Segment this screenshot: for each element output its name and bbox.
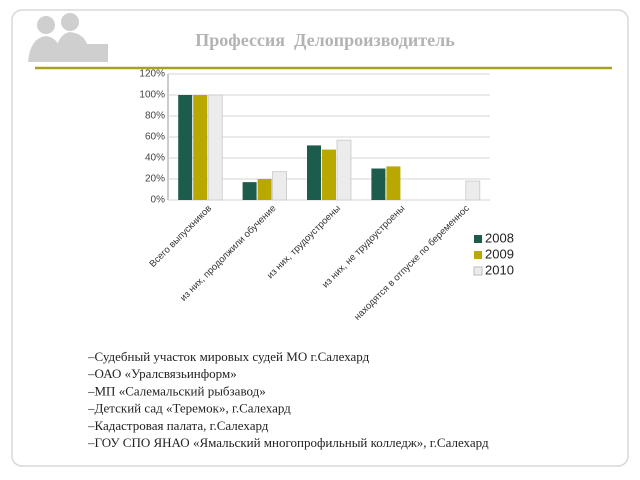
- x-tick-label: находятся в отпуске по беременнос: [352, 203, 472, 323]
- bar: [207, 94, 223, 201]
- bar: [322, 149, 336, 200]
- people-icon: [28, 13, 108, 62]
- legend-swatch: [474, 235, 482, 243]
- list-item: –ГОУ СПО ЯНАО «Ямальский многопрофильный…: [87, 435, 489, 450]
- y-tick-label: 20%: [145, 174, 165, 185]
- bar: [465, 180, 481, 201]
- y-tick-label: 60%: [145, 132, 165, 143]
- legend-swatch: [473, 266, 483, 276]
- y-tick-label: 0%: [151, 195, 166, 206]
- x-tick-label: из них, трудоустроены: [265, 203, 343, 281]
- y-tick-label: 40%: [145, 153, 165, 164]
- legend-label: 2010: [485, 262, 514, 277]
- list-item: –МП «Салемальский рыбзавод»: [87, 383, 266, 398]
- bar: [371, 168, 386, 200]
- y-tick-label: 100%: [139, 90, 165, 101]
- slide-title: Профессия Делопроизводитель: [195, 30, 455, 50]
- bar: [193, 95, 208, 200]
- legend-swatch: [474, 251, 482, 259]
- bar: [272, 171, 288, 201]
- x-tick-label: Всего выпускников: [147, 203, 214, 270]
- legend-label: 2009: [485, 246, 514, 261]
- bar: [386, 166, 401, 200]
- slide-frame: [11, 9, 629, 467]
- legend-label: 2008: [485, 230, 514, 245]
- list-item: –Кадастровая палата, г.Салехард: [87, 418, 269, 433]
- list-item: –Детский сад «Теремок», г.Салехард: [87, 401, 291, 416]
- bar: [257, 179, 272, 200]
- bar: [336, 139, 352, 201]
- y-tick-label: 120%: [139, 69, 165, 80]
- list-item: –ОАО «Уралсвязьинформ»: [87, 366, 237, 381]
- list-item: –Судебный участок мировых судей МО г.Сал…: [87, 349, 370, 364]
- bar: [307, 145, 321, 200]
- bar: [242, 182, 257, 200]
- bar: [178, 95, 193, 200]
- y-tick-label: 80%: [145, 111, 165, 122]
